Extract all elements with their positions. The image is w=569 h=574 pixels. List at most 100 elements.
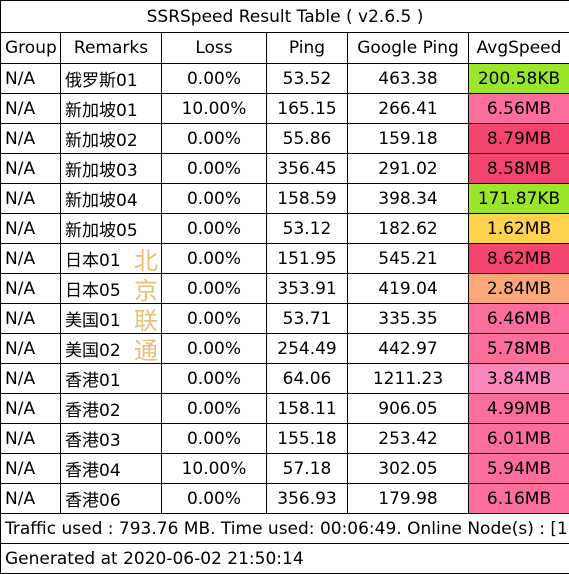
ping-cell: 165.15 <box>267 94 348 124</box>
loss-cell: 0.00% <box>162 214 267 244</box>
ping-cell: 353.91 <box>267 274 348 304</box>
avg-speed-cell: 6.46MB <box>469 304 569 334</box>
ping-cell: 64.06 <box>267 364 348 394</box>
remarks-cell: 香港04 <box>61 454 162 484</box>
group-cell: N/A <box>1 274 61 304</box>
google-ping-cell: 398.34 <box>348 184 469 214</box>
google-ping-cell: 253.42 <box>348 424 469 454</box>
footer-generated-row: Generated at 2020-06-02 21:50:14 <box>1 544 569 574</box>
ping-cell: 151.95 <box>267 244 348 274</box>
loss-cell: 0.00% <box>162 64 267 94</box>
loss-cell: 10.00% <box>162 454 267 484</box>
google-ping-cell: 266.41 <box>348 94 469 124</box>
avg-speed-cell: 8.79MB <box>469 124 569 154</box>
group-cell: N/A <box>1 394 61 424</box>
loss-cell: 0.00% <box>162 274 267 304</box>
group-cell: N/A <box>1 94 61 124</box>
ping-cell: 155.18 <box>267 424 348 454</box>
google-ping-cell: 545.21 <box>348 244 469 274</box>
loss-cell: 0.00% <box>162 424 267 454</box>
google-ping-cell: 302.05 <box>348 454 469 484</box>
avg-speed-cell: 3.84MB <box>469 364 569 394</box>
loss-cell: 0.00% <box>162 184 267 214</box>
remarks-cell: 香港02 <box>61 394 162 424</box>
group-cell: N/A <box>1 454 61 484</box>
google-ping-cell: 179.98 <box>348 484 469 514</box>
avg-speed-cell: 8.62MB <box>469 244 569 274</box>
loss-cell: 0.00% <box>162 364 267 394</box>
remarks-cell: 新加坡01 <box>61 94 162 124</box>
remarks-cell: 香港06 <box>61 484 162 514</box>
avg-speed-cell: 200.58KB <box>469 64 569 94</box>
ping-cell: 356.93 <box>267 484 348 514</box>
table-title: SSRSpeed Result Table ( v2.6.5 ) <box>1 1 569 33</box>
remarks-cell: 新加坡04 <box>61 184 162 214</box>
loss-cell: 0.00% <box>162 304 267 334</box>
group-cell: N/A <box>1 154 61 184</box>
loss-cell: 0.00% <box>162 154 267 184</box>
ping-cell: 53.71 <box>267 304 348 334</box>
loss-cell: 0.00% <box>162 484 267 514</box>
loss-cell: 10.00% <box>162 94 267 124</box>
remarks-cell: 俄罗斯01 <box>61 64 162 94</box>
group-cell: N/A <box>1 484 61 514</box>
avg-speed-cell: 6.16MB <box>469 484 569 514</box>
remarks-cell: 美国01 <box>61 304 162 334</box>
loss-cell: 0.00% <box>162 124 267 154</box>
ping-cell: 55.86 <box>267 124 348 154</box>
header-remarks: Remarks <box>61 33 162 64</box>
google-ping-cell: 463.38 <box>348 64 469 94</box>
remarks-cell: 新加坡02 <box>61 124 162 154</box>
avg-speed-cell: 8.58MB <box>469 154 569 184</box>
loss-cell: 0.00% <box>162 244 267 274</box>
google-ping-cell: 291.02 <box>348 154 469 184</box>
avg-speed-cell: 171.87KB <box>469 184 569 214</box>
google-ping-cell: 906.05 <box>348 394 469 424</box>
group-cell: N/A <box>1 304 61 334</box>
loss-cell: 0.00% <box>162 334 267 364</box>
remarks-cell: 新加坡05 <box>61 214 162 244</box>
google-ping-cell: 1211.23 <box>348 364 469 394</box>
generated-timestamp: Generated at 2020-06-02 21:50:14 <box>1 544 569 574</box>
ping-cell: 158.59 <box>267 184 348 214</box>
remarks-cell: 美国02 <box>61 334 162 364</box>
header-ping: Ping <box>267 33 348 64</box>
group-cell: N/A <box>1 184 61 214</box>
avg-speed-cell: 6.01MB <box>469 424 569 454</box>
avg-speed-cell: 1.62MB <box>469 214 569 244</box>
google-ping-cell: 419.04 <box>348 274 469 304</box>
footer-traffic-row: Traffic used : 793.76 MB. Time used: 00:… <box>1 514 569 544</box>
header-row: Group Remarks Loss Ping Google Ping AvgS… <box>1 33 569 64</box>
traffic-summary: Traffic used : 793.76 MB. Time used: 00:… <box>1 514 569 544</box>
header-group: Group <box>1 33 61 64</box>
google-ping-cell: 335.35 <box>348 304 469 334</box>
avg-speed-cell: 5.78MB <box>469 334 569 364</box>
ping-cell: 53.52 <box>267 64 348 94</box>
ping-cell: 53.12 <box>267 214 348 244</box>
group-cell: N/A <box>1 364 61 394</box>
header-loss: Loss <box>162 33 267 64</box>
ping-cell: 57.18 <box>267 454 348 484</box>
google-ping-cell: 182.62 <box>348 214 469 244</box>
group-cell: N/A <box>1 64 61 94</box>
remarks-cell: 新加坡03 <box>61 154 162 184</box>
loss-cell: 0.00% <box>162 394 267 424</box>
header-avg-speed: AvgSpeed <box>469 33 569 64</box>
title-row: SSRSpeed Result Table ( v2.6.5 ) <box>1 1 569 33</box>
google-ping-cell: 159.18 <box>348 124 469 154</box>
